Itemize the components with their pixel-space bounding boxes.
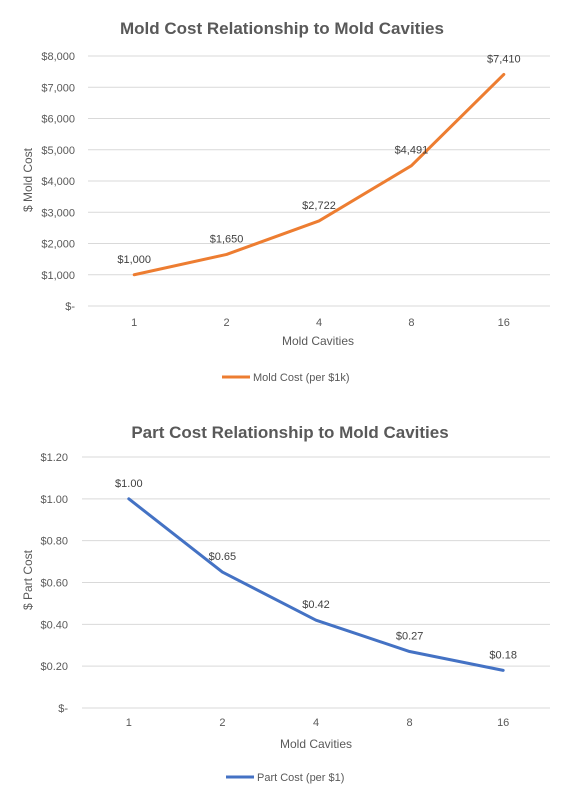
y-tick-label: $6,000	[41, 114, 75, 126]
x-tick-label: 16	[497, 717, 509, 729]
data-label: $1,650	[210, 233, 244, 245]
y-tick-label: $8,000	[41, 51, 75, 63]
x-tick-label: 1	[131, 317, 137, 329]
y-tick-label: $0.20	[40, 661, 68, 673]
data-label: $4,491	[395, 145, 429, 157]
series-line	[132, 72, 506, 277]
y-tick-label: $0.40	[40, 619, 68, 631]
data-label: $0.65	[209, 551, 237, 563]
data-label: $0.18	[489, 649, 517, 661]
x-tick-label: 2	[219, 717, 225, 729]
y-tick-label: $1,000	[41, 270, 75, 282]
y-axis-label: $ Part Cost	[21, 549, 35, 610]
y-tick-label: $-	[65, 301, 75, 313]
x-tick-label: 2	[224, 317, 230, 329]
mold-cost-chart: Mold Cost Relationship to Mold Cavities …	[21, 19, 550, 384]
y-tick-labels: $- $0.20 $0.40 $0.60 $0.80 $1.00 $1.20	[40, 452, 68, 715]
x-tick-label: 1	[126, 717, 132, 729]
legend: Mold Cost (per $1k)	[222, 372, 350, 384]
series	[132, 72, 506, 277]
x-tick-label: 4	[313, 717, 319, 729]
x-axis-label: Mold Cavities	[280, 737, 352, 751]
y-tick-label: $7,000	[41, 82, 75, 94]
series-line	[127, 497, 505, 672]
data-label: $0.42	[302, 599, 330, 611]
x-tick-labels: 1 2 4 8 16	[131, 317, 510, 329]
x-tick-label: 8	[407, 717, 413, 729]
y-tick-labels: $- $1,000 $2,000 $3,000 $4,000 $5,000 $6,000 $7…	[41, 51, 75, 313]
y-tick-label: $2,000	[41, 239, 75, 251]
data-labels: $1.00 $0.65 $0.42 $0.27 $0.18	[115, 478, 517, 662]
gridlines	[82, 456, 550, 709]
y-tick-label: $1.20	[40, 452, 68, 464]
chart-title: Mold Cost Relationship to Mold Cavities	[120, 19, 444, 38]
legend-label: Mold Cost (per $1k)	[253, 372, 350, 384]
x-tick-label: 4	[316, 317, 322, 329]
data-label: $1.00	[115, 478, 143, 490]
legend-label: Part Cost (per $1)	[257, 772, 344, 784]
y-tick-label: $3,000	[41, 207, 75, 219]
data-labels: $1,000 $1,650 $2,722 $4,491 $7,410	[117, 53, 520, 265]
x-tick-labels: 1 2 4 8 16	[126, 717, 510, 729]
y-axis-label: $ Mold Cost	[21, 147, 35, 212]
x-tick-label: 8	[408, 317, 414, 329]
data-label: $0.27	[396, 631, 424, 643]
y-tick-label: $4,000	[41, 176, 75, 188]
y-tick-label: $1.00	[40, 494, 68, 506]
data-label: $2,722	[302, 200, 336, 212]
series	[127, 497, 505, 672]
y-tick-label: $-	[58, 703, 68, 715]
legend: Part Cost (per $1)	[226, 772, 344, 784]
y-tick-label: $0.80	[40, 536, 68, 548]
y-tick-label: $0.60	[40, 578, 68, 590]
x-tick-label: 16	[498, 317, 510, 329]
x-axis-label: Mold Cavities	[282, 334, 354, 348]
gridlines	[88, 55, 550, 307]
data-label: $7,410	[487, 53, 521, 65]
y-tick-label: $5,000	[41, 145, 75, 157]
data-label: $1,000	[117, 254, 151, 266]
chart-title: Part Cost Relationship to Mold Cavities	[131, 423, 448, 442]
part-cost-chart: Part Cost Relationship to Mold Cavities …	[21, 423, 550, 784]
